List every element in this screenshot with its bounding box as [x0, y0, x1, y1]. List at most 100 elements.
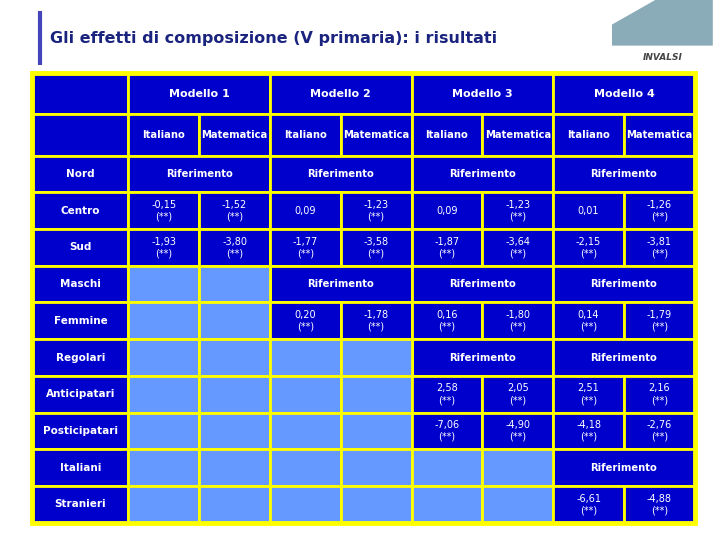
Text: Italiani: Italiani	[60, 463, 101, 472]
Text: -1,93
(**): -1,93 (**)	[151, 237, 176, 258]
Text: Modello 3: Modello 3	[452, 89, 513, 99]
Bar	[553, 413, 624, 449]
Bar	[482, 449, 553, 486]
Text: -2,15
(**): -2,15 (**)	[576, 237, 601, 258]
Text: Sud: Sud	[69, 242, 91, 252]
Bar	[412, 302, 482, 339]
Bar	[128, 192, 199, 229]
Bar	[128, 376, 199, 413]
Text: Regolari: Regolari	[55, 353, 105, 362]
Bar	[199, 413, 270, 449]
Bar	[128, 156, 270, 192]
Text: -6,61
(**): -6,61 (**)	[576, 494, 601, 515]
Text: 2,51
(**): 2,51 (**)	[577, 383, 600, 405]
Text: Modello 4: Modello 4	[593, 89, 654, 99]
Text: Matematica: Matematica	[626, 130, 693, 140]
Text: -0,15
(**): -0,15 (**)	[151, 200, 176, 221]
Bar	[412, 73, 553, 114]
Bar	[624, 486, 695, 523]
Bar	[412, 413, 482, 449]
Bar	[199, 266, 270, 302]
Bar	[32, 73, 128, 114]
Bar	[553, 486, 624, 523]
Bar	[199, 114, 270, 156]
Text: Anticipatari: Anticipatari	[45, 389, 115, 399]
Text: -1,23
(**): -1,23 (**)	[505, 200, 531, 221]
Bar	[553, 114, 624, 156]
Bar	[270, 413, 341, 449]
Bar	[128, 302, 199, 339]
Text: Maschi: Maschi	[60, 279, 101, 289]
Bar	[482, 192, 553, 229]
Text: Posticipatari: Posticipatari	[43, 426, 118, 436]
Text: 2,05
(**): 2,05 (**)	[507, 383, 528, 405]
Text: Italiano: Italiano	[143, 130, 185, 140]
Bar	[270, 339, 341, 376]
Bar	[128, 114, 199, 156]
Bar	[624, 376, 695, 413]
Bar	[412, 339, 553, 376]
Text: Riferimento: Riferimento	[449, 353, 516, 362]
Text: Gli effetti di composizione (V primaria): i risultati: Gli effetti di composizione (V primaria)…	[50, 31, 498, 46]
Text: Italiano: Italiano	[567, 130, 610, 140]
Text: Riferimento: Riferimento	[166, 169, 233, 179]
Text: Riferimento: Riferimento	[449, 169, 516, 179]
Text: 2,58
(**): 2,58 (**)	[436, 383, 458, 405]
Bar	[32, 266, 128, 302]
Text: Matematica: Matematica	[485, 130, 551, 140]
Bar	[412, 192, 482, 229]
Bar	[624, 192, 695, 229]
Text: -4,90
(**): -4,90 (**)	[505, 420, 531, 442]
Text: -3,81
(**): -3,81 (**)	[647, 237, 672, 258]
Bar	[624, 302, 695, 339]
Bar	[270, 449, 341, 486]
Bar	[128, 73, 270, 114]
Bar	[32, 486, 128, 523]
Text: Centro: Centro	[60, 206, 100, 215]
Bar	[128, 449, 199, 486]
Bar	[553, 376, 624, 413]
Bar	[199, 449, 270, 486]
Bar	[270, 73, 412, 114]
Text: Riferimento: Riferimento	[590, 353, 657, 362]
Bar	[482, 376, 553, 413]
Text: 2,16
(**): 2,16 (**)	[649, 383, 670, 405]
Bar	[270, 376, 341, 413]
Text: 0,01: 0,01	[578, 206, 599, 215]
Text: -1,23
(**): -1,23 (**)	[364, 200, 389, 221]
Bar	[32, 229, 128, 266]
Bar	[412, 486, 482, 523]
Bar	[341, 192, 412, 229]
Text: 0,20
(**): 0,20 (**)	[294, 310, 316, 332]
Bar	[270, 192, 341, 229]
Text: Nord: Nord	[66, 169, 95, 179]
Bar	[553, 73, 695, 114]
Bar	[270, 114, 341, 156]
Bar	[199, 229, 270, 266]
Bar	[199, 376, 270, 413]
Bar	[32, 449, 128, 486]
Text: -3,58
(**): -3,58 (**)	[364, 237, 389, 258]
Bar	[553, 156, 695, 192]
Text: Riferimento: Riferimento	[590, 463, 657, 472]
Text: Italiano: Italiano	[426, 130, 468, 140]
Text: 0,16
(**): 0,16 (**)	[436, 310, 458, 332]
Bar	[553, 339, 695, 376]
Text: 0,09: 0,09	[436, 206, 458, 215]
Bar	[482, 229, 553, 266]
Text: Stranieri: Stranieri	[55, 500, 106, 509]
Bar	[553, 449, 695, 486]
Bar	[341, 376, 412, 413]
Bar	[624, 114, 695, 156]
Bar	[199, 192, 270, 229]
Bar	[270, 266, 412, 302]
Bar	[128, 339, 199, 376]
Bar	[270, 486, 341, 523]
Bar	[412, 376, 482, 413]
Bar	[32, 339, 128, 376]
Bar	[199, 486, 270, 523]
Text: Modello 1: Modello 1	[168, 89, 230, 99]
Bar	[412, 114, 482, 156]
Bar	[128, 413, 199, 449]
Bar	[270, 229, 341, 266]
